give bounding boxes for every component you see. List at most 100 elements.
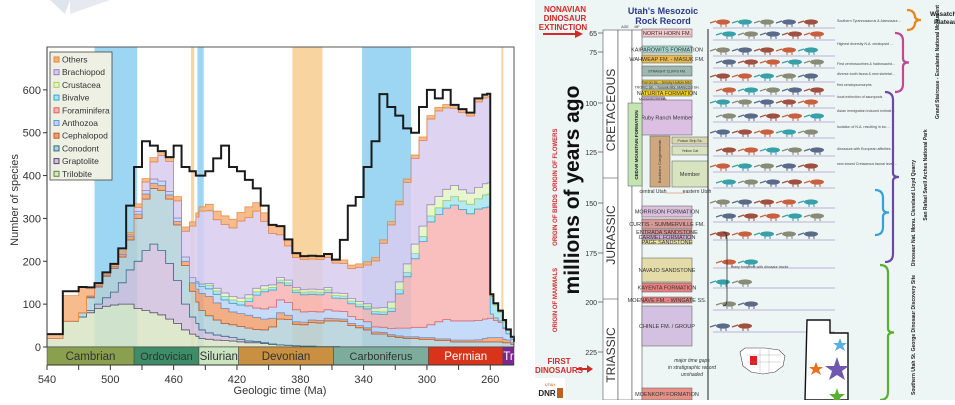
period-cretaceous: CRETACEOUS (604, 69, 618, 151)
y-axis-title: millions of years ago (561, 86, 584, 295)
total-outline (47, 88, 515, 342)
dinosaur-silhouette-icon (804, 19, 818, 25)
dinosaur-silhouette-icon (766, 179, 780, 185)
region-label: Southern Utah St. George Dinosaur Discov… (911, 275, 917, 395)
event-extinction-line3: EXTINCTION (539, 23, 588, 32)
dinosaur-silhouette-icon (782, 47, 796, 53)
formation-block (641, 99, 693, 136)
dinosaur-silhouette-icon (716, 47, 730, 53)
utah-title-line2: Rock Record (635, 16, 691, 26)
dinosaur-silhouette-icon (738, 99, 752, 105)
dinosaur-silhouette-icon (788, 179, 802, 185)
dinosaur-silhouette-icon (766, 113, 780, 119)
dinosaur-silhouette-icon (738, 47, 752, 53)
period-bar: Cambrian Ordovician Silurian Devonian Carbon… (46, 346, 515, 366)
dinosaur-silhouette-icon (810, 213, 824, 219)
dinosaur-silhouette-icon (782, 163, 796, 169)
dinosaur-silhouette-icon (722, 59, 736, 65)
dinosaur-silhouette-icon (810, 113, 824, 119)
dinosaur-silhouette-icon (744, 59, 758, 65)
dinosaur-silhouette-icon (804, 73, 818, 79)
formation-block (641, 89, 693, 97)
dinosaur-silhouette-icon (738, 199, 752, 205)
formation-label: Member (680, 172, 700, 178)
formation-block (641, 296, 693, 304)
y-tick-label: 400 (23, 171, 41, 183)
formation-label: CHINLE FM. / GROUP (639, 324, 695, 330)
event-extinction-line1: NONAVIAN (544, 5, 586, 14)
dinosaur-silhouette-icon (716, 163, 730, 169)
dinosaur-silhouette-icon (738, 323, 752, 329)
formation-label: WAHWEAP FM. - MASUK FM. (629, 57, 705, 63)
region-bracket (879, 263, 895, 402)
dinosaur-silhouette-icon (744, 147, 758, 153)
formation-block (649, 135, 671, 188)
species-diversity-chart-panel: Cambrian Ordovician Silurian Devonian Carbon… (9, 0, 515, 397)
legend-swatch-crustacea (53, 81, 60, 88)
dinosaur-silhouette-icon (782, 129, 796, 135)
dinosaur-silhouette-icon (760, 129, 774, 135)
y-tick-label: 200 (23, 256, 41, 268)
dinosaur-silhouette-icon (810, 87, 824, 93)
fauna-note: new lowest Cretaceous faunal level… (837, 162, 897, 166)
dinosaur-silhouette-icon (760, 199, 774, 205)
legend-swatch-conodont (53, 145, 60, 152)
fauna-note: Southern Tyrannosaurus & Alamosaur… (837, 19, 902, 23)
formation-block (641, 79, 693, 85)
legend-label-anthozoa: Anthozoa (62, 118, 98, 128)
dinosaur-silhouette-icon (738, 73, 752, 79)
legend-label-others: Others (62, 55, 88, 65)
x-tick-label: 300 (418, 374, 436, 386)
dinosaur-silhouette-icon (766, 147, 780, 153)
formation-label: MORRISON FORMATION (635, 210, 699, 216)
formation-label: KAIPAROWITS FORMATION (631, 48, 703, 54)
y-axis-label: Number of species (9, 154, 21, 246)
period-label-permian: Permian (444, 351, 487, 363)
star-icon-orange (809, 362, 823, 375)
utah-state-outline (804, 319, 849, 404)
dinosaur-silhouette-icon (722, 179, 736, 185)
legend-label-cephalopod: Cephalopod (62, 131, 108, 141)
legend-swatch-trilobite (53, 170, 60, 177)
dinosaur-silhouette-icon (760, 19, 774, 25)
dinosaur-silhouette-icon (810, 31, 824, 37)
formation-label: CURTIS - SUMMERVILLE FM. (629, 222, 705, 228)
formation-block (641, 54, 693, 64)
dinosaur-silhouette-icon (760, 99, 774, 105)
y-tick-label: 600 (23, 85, 41, 97)
fauna-note: first ceratopsomorphs (837, 83, 872, 87)
dinosaur-silhouette-icon (810, 179, 824, 185)
x-tick-label: 500 (101, 374, 119, 386)
x-axis: 540 500 460 420 380 340 300 260 (38, 364, 514, 386)
formation-label: MOENAVE FM. - WINGATE SS. (628, 298, 707, 304)
dinosaur-silhouette-icon (716, 129, 730, 135)
dinosaur-silhouette-icon (716, 279, 730, 285)
x-axis-label: Geologic time (Ma) (234, 385, 327, 397)
dinosaur-silhouette-icon (782, 231, 796, 237)
age-tick-label: 150 (585, 201, 597, 208)
region-label: Plateau (934, 19, 955, 26)
formation-label: Yellow Cat (682, 149, 698, 153)
y-axis: 0 100 200 300 400 500 600 (23, 47, 48, 354)
dinosaur-silhouette-icon (738, 19, 752, 25)
gap-note: major time gaps (674, 358, 710, 364)
mf-column-header: MF (634, 25, 639, 29)
dinosaur-silhouette-icon (744, 87, 758, 93)
dinosaur-silhouette-icon (738, 163, 752, 169)
cedar-mountain-label: CEDAR MOUNTAIN FORMATION (634, 110, 639, 179)
formation-block (641, 218, 693, 230)
fauna-note: Highest diversity N.A. ceratopsid … (837, 42, 894, 46)
formation-block (641, 234, 693, 240)
utah-rock-record-chart: NONAVIAN DINOSAUR EXTINCTION Utah's Meso… (535, 5, 955, 404)
period-label-devonian: Devonian (262, 351, 311, 363)
region-label: Dinosaur Nat. Monu. Cleveland Lloyd Quar… (911, 160, 917, 266)
age-tick-label: 100 (585, 101, 597, 108)
dinosaur-silhouette-icon (810, 59, 824, 65)
central-utah-label: central Utah (640, 189, 667, 195)
period-label-tr: Tr (503, 351, 514, 363)
formation-block (641, 28, 693, 38)
region-bracket (906, 8, 922, 32)
formation-label: Poison Strip Ss. (678, 139, 703, 143)
formation-label: TROPIC Sh. - Tununk Mbr. MANCOS SH. (635, 85, 700, 89)
species-diversity-chart: Cambrian Ordovician Silurian Devonian Carbon… (9, 46, 515, 397)
